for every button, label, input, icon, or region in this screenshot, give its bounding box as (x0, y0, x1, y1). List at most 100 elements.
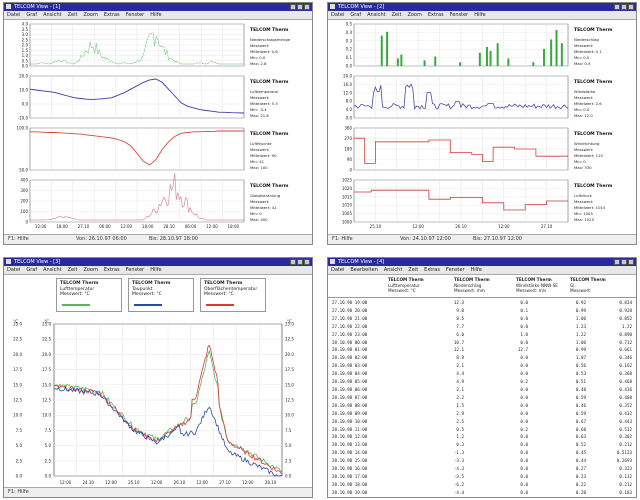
menu-item[interactable]: Extras (424, 267, 440, 273)
menu-item[interactable]: Zeit (408, 267, 419, 273)
table-row[interactable]: 28.10.98 15:00 -3.3 0.0 0.44 0.2693 (332, 457, 632, 465)
cell-value: 1.06 (575, 315, 586, 321)
chart-panel[interactable]: 360 270 180 90 0 TELCOM Therm WindrichtungMess… (344, 126, 612, 173)
cell-value: 0.48 (575, 386, 586, 392)
title-bar[interactable]: TELCOM View - [2] (328, 3, 636, 11)
menu-item[interactable]: Zoom (83, 12, 98, 18)
menu-item[interactable]: Ansicht (43, 267, 62, 273)
menu-item[interactable]: Ansicht (43, 12, 62, 18)
chart-panel[interactable]: 20.0 10.0 0.0 -10.0 TELCOM Therm Lufttemperat… (18, 74, 289, 121)
table-row[interactable]: 28.10.98 10:00 2.5 0.0 0.67 0.443 (332, 418, 632, 426)
table-row[interactable]: 28.10.98 20:00-6.22.00.290.147 (332, 497, 632, 498)
menu-item[interactable]: Fenster (445, 267, 465, 273)
menu-item[interactable]: Graf (26, 12, 38, 18)
title-bar[interactable]: TELCOM View - [1] (4, 3, 312, 11)
y-tick-label: 180 (344, 147, 352, 152)
menu-item[interactable]: Datei (331, 12, 345, 18)
menu-item[interactable]: Bearbeiten (350, 267, 378, 273)
menu-item[interactable]: Zeit (67, 12, 78, 18)
chart-panel[interactable]: 400 300 200 100 0 TELCOM Therm Globalstrahlung… (20, 172, 289, 225)
minimize-icon[interactable] (614, 4, 620, 10)
menu-item[interactable]: Graf (350, 12, 362, 18)
table-row[interactable]: 28.10.98 03:00 2.1 0.0 0.56 0.162 (332, 362, 632, 370)
menu-item[interactable]: Zeit (67, 267, 78, 273)
title-bar[interactable]: TELCOM View - [3] (4, 258, 312, 266)
maximize-icon[interactable] (621, 259, 627, 265)
close-icon[interactable] (628, 259, 634, 265)
table-row[interactable]: 27.10.98 23:00 6.0 1.0 1.22 0.890 (332, 331, 632, 339)
cell-value: 0.92 (575, 300, 586, 305)
info-name: Lufttemperatur (250, 89, 279, 94)
minimize-icon[interactable] (290, 259, 296, 265)
table-row[interactable]: 28.10.98 05:00 4.9 0.2 0.51 0.468 (332, 378, 632, 386)
legend-air-temp[interactable]: TELCOM Therm Lufttemperatur Messwert: °C (56, 278, 122, 312)
menu-item[interactable]: Fenster (449, 12, 469, 18)
chart-panel[interactable]: 4.03.53.02.52.01.51.00.50.0 TELCOM Therm N… (22, 22, 291, 69)
table-row[interactable]: 28.10.98 00:00 10.7 0.0 1.06 0.712 (332, 339, 632, 347)
menu-item[interactable]: Ansicht (383, 267, 403, 273)
table-row[interactable]: 28.10.98 04:00 4.4 0.0 0.53 0.368 (332, 370, 632, 378)
table-row[interactable]: 28.10.98 14:00 -1.3 0.0 0.45 0.5123 (332, 449, 632, 457)
chart-panel[interactable]: 20.0 16.0 12.0 8.0 4.0 0.0 TELCOM Therm Windstä… (343, 74, 613, 121)
title-bar[interactable]: TELCOM View - [4] (328, 258, 636, 266)
menu-item[interactable]: Datei (7, 12, 21, 18)
menu-item[interactable]: Extras (103, 267, 120, 273)
menu-item[interactable]: Graf (26, 267, 38, 273)
table-row[interactable]: 28.10.98 18:00 -6.2 0.0 0.22 0.212 (332, 481, 632, 489)
menu-item[interactable]: Datei (331, 267, 345, 273)
menu-item[interactable]: Fenster (125, 12, 145, 18)
table-row[interactable]: 28.10.98 09:00 2.9 0.0 0.59 0.432 (332, 410, 632, 418)
table-row[interactable]: 28.10.98 08:00 1.5 0.0 0.46 0.352 (332, 402, 632, 410)
menu-item[interactable]: Fenster (125, 267, 145, 273)
table-row[interactable]: 28.10.98 02:00 8.9 0.0 1.07 0.346 (332, 354, 632, 362)
y-tick-label: 100 (20, 209, 28, 214)
table-row[interactable]: 28.10.98 01:00 12.1 12.7 0.99 0.661 (332, 346, 632, 354)
menu-item[interactable]: Hilfe (150, 267, 162, 273)
menu-item[interactable]: Zoom (407, 12, 422, 18)
minimize-icon[interactable] (290, 4, 296, 10)
table-row[interactable]: 27.10.98 22:00 7.7 0.0 1.23 1.22 (332, 323, 632, 331)
info-min: Min: 41 (250, 159, 265, 164)
close-icon[interactable] (304, 259, 310, 265)
menu-item[interactable]: Hilfe (474, 12, 486, 18)
column-header[interactable]: TELCOM Therm Lufttemperatur Messwert: °C (388, 277, 448, 294)
cell-value: 1.5 (456, 402, 464, 408)
menu-item[interactable]: Ansicht (367, 12, 386, 18)
x-tick-label: 12:00 (35, 224, 47, 229)
table-row[interactable]: 27.10.98 19:00 12.3 0.0 0.92 0.834 (332, 299, 632, 307)
chart-panel[interactable]: 1025 1020 1015 1010 1005 1000 TELCOM Therm Luft… (342, 178, 613, 225)
table-row[interactable]: 28.10.98 07:00 2.2 0.0 0.59 0.408 (332, 394, 632, 402)
menu-item[interactable]: Extras (427, 12, 444, 18)
table-row[interactable]: 28.10.98 19:00 -4.4 0.0 0.20 0.183 (332, 489, 632, 497)
maximize-icon[interactable] (297, 259, 303, 265)
menu-item[interactable]: Extras (103, 12, 120, 18)
maximize-icon[interactable] (297, 4, 303, 10)
column-header[interactable]: TELCOM Therm Gl. Messwert: (570, 277, 630, 294)
chart-panel[interactable]: 0.5 0.4 0.3 0.2 0.1 0.0 TELCOM Therm Niederschl… (346, 22, 613, 69)
close-icon[interactable] (304, 4, 310, 10)
menu-item[interactable]: Datei (7, 267, 21, 273)
column-header[interactable]: TELCOM Therm Niederschlag Messwert: mm (454, 277, 514, 294)
menu-item[interactable]: Zoom (83, 267, 98, 273)
table-row[interactable]: 28.10.98 12:00 1.2 0.0 0.63 0.302 (332, 433, 632, 441)
menu-item[interactable]: Hilfe (150, 12, 162, 18)
table-row[interactable]: 28.10.98 11:00 0.5 0.2 0.68 0.512 (332, 426, 632, 434)
table-row[interactable]: 27.10.98 21:00 8.5 0.0 1.06 0.852 (332, 315, 632, 323)
column-header[interactable]: TELCOM Therm Windstärke NNW-SE Messwert: m… (516, 277, 576, 294)
minimize-icon[interactable] (614, 259, 620, 265)
table-row[interactable]: 28.10.98 16:00 -4.3 0.0 0.27 0.323 (332, 465, 632, 473)
cell-value: 4.4 (456, 371, 464, 377)
table-row[interactable]: 27.10.98 20:00 9.8 0.1 0.99 0.928 (332, 307, 632, 315)
maximize-icon[interactable] (621, 4, 627, 10)
close-icon[interactable] (628, 4, 634, 10)
legend-surface-temp[interactable]: TELCOM Therm Oberflächentemperatur Messw… (200, 278, 266, 312)
menu-item[interactable]: Zeit (391, 12, 402, 18)
table-row[interactable]: 28.10.98 13:00 0.3 0.0 0.52 0.212 (332, 441, 632, 449)
chart-panel[interactable]: 100.0 50.0 TELCOM Therm LuftfeuchteMesswert… (17, 126, 289, 173)
cell-timestamp: 28.10.98 14:00 (332, 450, 368, 456)
status-help: F1: Hilfe (332, 236, 353, 242)
legend-dew-point[interactable]: TELCOM Therm Taupunkt Messwert: °C (128, 278, 194, 312)
table-row[interactable]: 28.10.98 06:00 2.1 0.0 0.48 0.436 (332, 386, 632, 394)
table-row[interactable]: 28.10.98 17:00 -3.5 0.0 0.23 0.132 (332, 473, 632, 481)
menu-item[interactable]: Hilfe (470, 267, 482, 273)
